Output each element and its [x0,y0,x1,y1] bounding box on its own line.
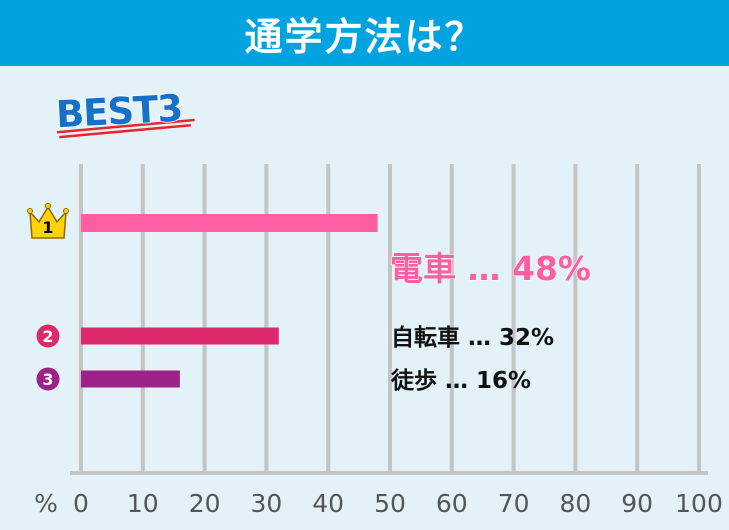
bar-rank-3 [81,370,180,388]
crown-tip [45,203,51,209]
x-tick-label: 80 [559,489,591,518]
rank-circle [36,324,60,348]
crown-tip [63,208,69,214]
rank-3-icon: 3 [36,367,60,391]
value-label-rank-3: 徒歩 … 16% [390,367,531,394]
rank-2-icon: 2 [36,324,60,348]
rank-number: 3 [42,370,53,389]
rank-number: 1 [42,218,53,237]
x-tick-label: 30 [250,489,282,518]
badge-underline [59,123,191,139]
x-unit-label: % [34,489,58,518]
bar-rank-1 [81,214,378,232]
rank-circle [36,367,60,391]
x-tick-label: 10 [127,489,159,518]
value-label-rank-2: 自転車 … 32% [391,324,554,351]
badge-text: BEST3 [55,87,183,137]
crown-tip [27,208,33,214]
x-tick-label: 40 [312,489,344,518]
x-tick-label: 0 [73,489,89,518]
x-tick-label: 50 [374,489,406,518]
crown-icon: 1 [27,203,69,239]
badge-underline [56,118,195,134]
x-tick-label: 60 [436,489,468,518]
page-title: 通学方法は？ [0,0,729,66]
x-tick-label: 70 [498,489,530,518]
best3-badge: BEST3 [54,86,195,139]
value-label-rank-1: 電車 … 48% [390,249,591,288]
crown-shape [29,205,67,239]
x-tick-label: 20 [189,489,221,518]
rank-number: 2 [42,327,53,346]
x-tick-label: 100 [675,489,723,518]
x-tick-label: 90 [621,489,653,518]
ranking-chart: BEST3 0 10 20 30 40 50 60 70 80 90 100% 1 2 3 電車 … 48% 自… [27,86,723,518]
bar-rank-2 [81,327,279,345]
